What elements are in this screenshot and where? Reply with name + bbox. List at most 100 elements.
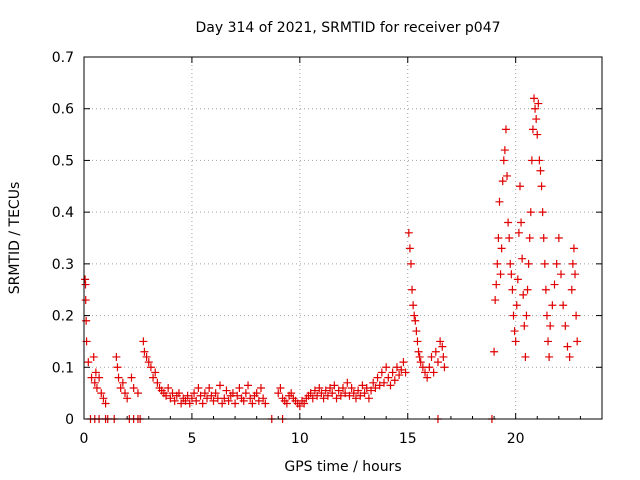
data-point (436, 337, 445, 346)
data-point (95, 373, 104, 382)
data-point (505, 234, 514, 242)
data-point (101, 399, 110, 408)
data-point (162, 391, 171, 400)
data-point (519, 290, 528, 299)
data-point (211, 389, 220, 398)
data-point (341, 389, 350, 398)
data-point (535, 156, 544, 165)
data-point (433, 358, 442, 367)
data-point (116, 383, 125, 392)
data-point (569, 244, 578, 253)
data-point (540, 259, 549, 268)
data-point (490, 347, 499, 356)
data-point (89, 352, 98, 361)
data-point (496, 270, 505, 279)
data-points (81, 94, 582, 423)
data-point (573, 337, 582, 346)
y-tick-label: 0.7 (52, 50, 74, 66)
data-point (118, 378, 127, 387)
data-point (421, 368, 430, 377)
data-point (354, 386, 363, 395)
data-point (423, 373, 432, 382)
data-point (438, 342, 447, 351)
x-tick-label: 20 (507, 431, 525, 447)
data-point (330, 381, 339, 390)
data-point (373, 373, 382, 382)
data-point (114, 373, 123, 382)
data-point (404, 228, 413, 237)
data-point (308, 394, 317, 403)
data-point (364, 394, 373, 403)
data-point (218, 399, 227, 408)
data-point (514, 228, 523, 237)
data-point (339, 383, 347, 392)
data-point (567, 285, 576, 294)
data-point (246, 394, 255, 403)
data-point (520, 321, 529, 330)
data-point (572, 311, 581, 320)
data-point (522, 311, 531, 320)
data-point (528, 125, 537, 134)
data-point (313, 391, 322, 400)
data-point (412, 327, 421, 336)
data-point (410, 311, 419, 320)
tick-labels: 0 5 10 15 20 0 0.1 0.2 0.3 0.4 0.5 0.6 0.7 (52, 50, 525, 447)
data-point (81, 296, 90, 305)
data-point (315, 383, 324, 392)
data-point (369, 378, 378, 387)
data-point (544, 337, 553, 346)
x-axis-label: GPS time / hours (284, 459, 401, 475)
data-point (508, 285, 517, 294)
data-point (512, 301, 521, 310)
data-point (200, 389, 209, 398)
data-point (187, 394, 196, 403)
data-point (499, 156, 508, 165)
data-point (565, 352, 574, 361)
data-point (503, 171, 512, 180)
data-point (371, 383, 380, 392)
data-point (190, 389, 199, 398)
data-point (367, 386, 376, 395)
data-point (321, 386, 330, 395)
data-point (177, 399, 186, 408)
data-point (395, 371, 404, 380)
chart-title: Day 314 of 2021, SRMTID for receiver p04… (195, 20, 500, 36)
data-point (377, 368, 386, 377)
data-point (530, 94, 539, 103)
data-point (380, 378, 389, 387)
data-point (554, 234, 563, 242)
x-tick-label: 10 (291, 431, 309, 447)
data-point (319, 394, 328, 403)
y-tick-label: 0.5 (52, 153, 74, 169)
data-point (151, 368, 160, 377)
data-point (491, 296, 500, 305)
data-point (533, 130, 542, 139)
data-point (205, 383, 214, 392)
data-point (252, 389, 261, 398)
data-point (523, 285, 532, 294)
data-point (256, 383, 265, 392)
data-point (559, 301, 568, 310)
data-point (194, 383, 203, 392)
data-point (181, 396, 190, 405)
data-point (282, 399, 291, 408)
data-point (539, 234, 548, 242)
data-point (153, 378, 162, 387)
data-point (563, 342, 572, 351)
data-point (550, 280, 559, 289)
data-point (113, 363, 122, 372)
data-point (261, 399, 270, 408)
data-point (494, 234, 503, 242)
data-point (392, 363, 401, 372)
data-point (545, 352, 554, 361)
data-point (497, 244, 506, 253)
data-point (233, 391, 242, 400)
data-point (416, 358, 425, 367)
y-tick-label: 0.2 (52, 309, 74, 325)
data-point (347, 383, 356, 392)
data-point (571, 270, 580, 279)
y-tick-label: 0 (65, 412, 74, 428)
data-point (524, 259, 533, 268)
data-point (203, 394, 212, 403)
